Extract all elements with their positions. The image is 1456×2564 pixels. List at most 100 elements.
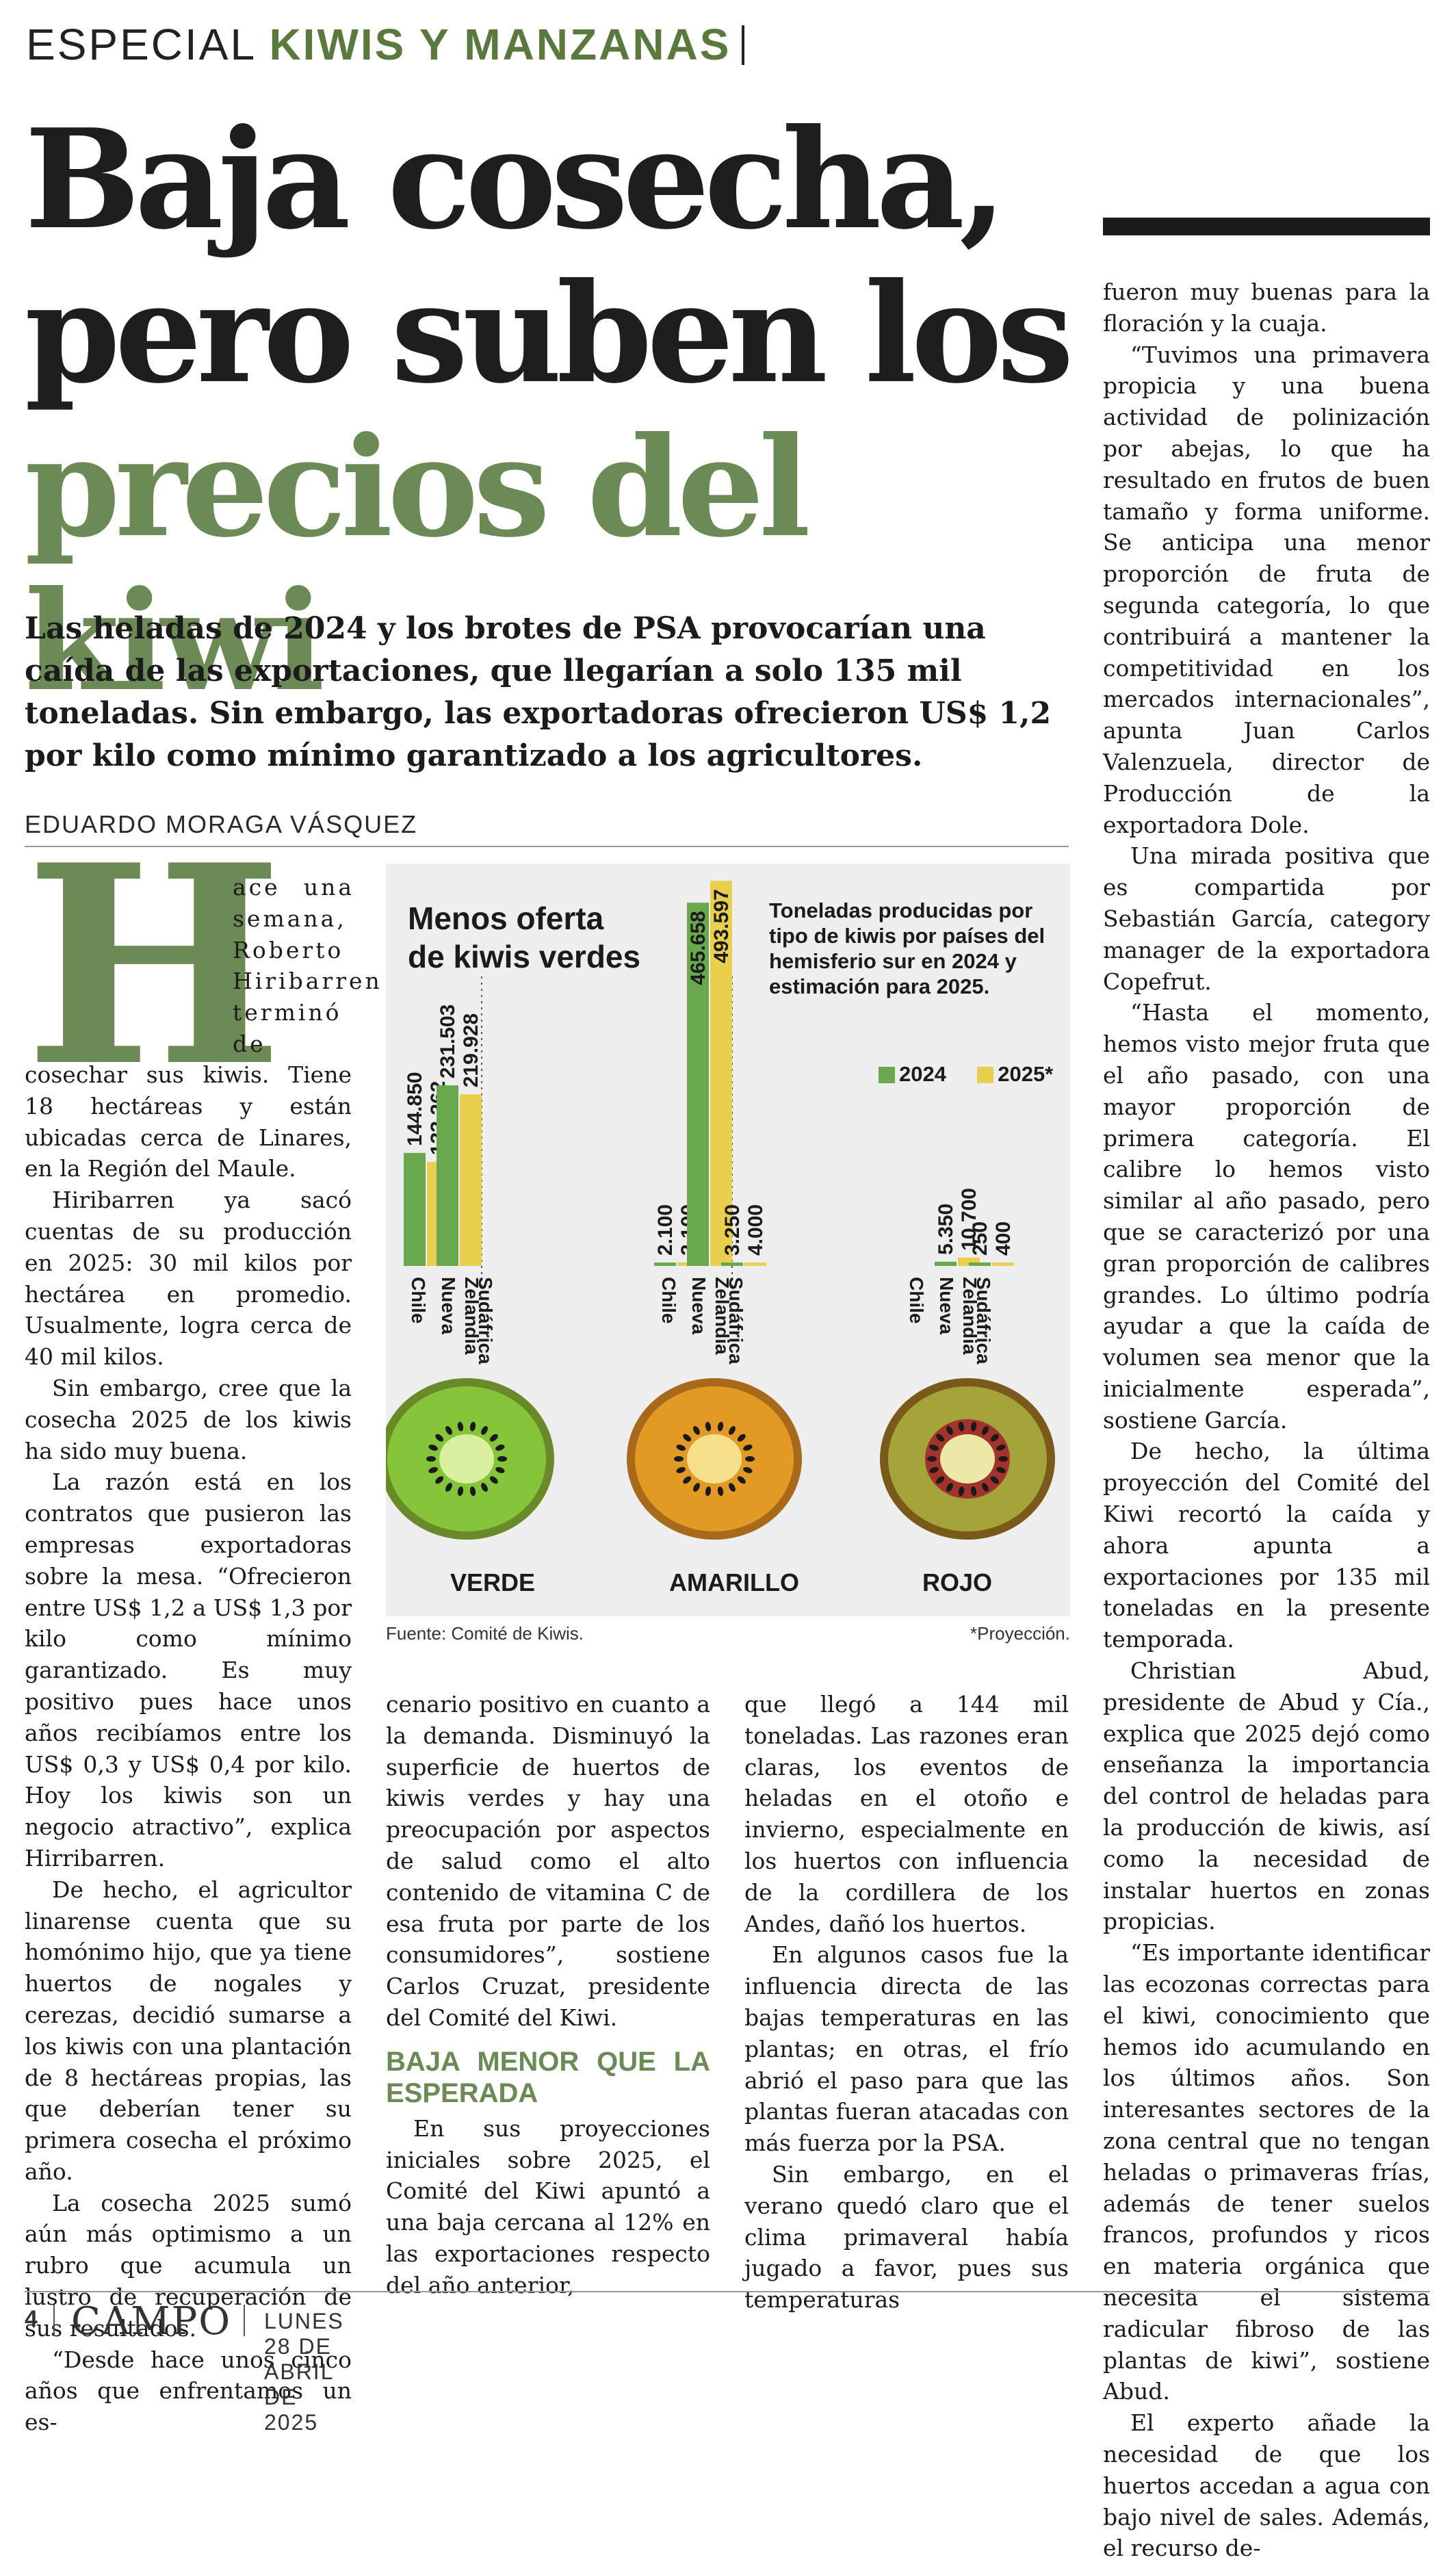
paragraph: cosechar sus kiwis. Tiene 18 hectáreas y… — [25, 1061, 352, 1182]
data-label: 493.597 — [710, 889, 733, 963]
data-label: 231.503 — [437, 1005, 459, 1078]
issue-date: LUNES 28 DE ABRIL DE 2025 — [264, 2309, 344, 2435]
category-label: Nueva Zelandia — [438, 1277, 482, 1355]
paragraph: En sus proyecciones iniciales sobre 2025… — [386, 2114, 710, 2298]
section-prefix: ESPECIAL — [26, 20, 255, 69]
legend-label-2025: 2025* — [998, 1062, 1054, 1086]
category-label: Sudáfrica — [973, 1277, 994, 1364]
category-label-word: Chile — [906, 1277, 927, 1323]
data-label: 400 — [992, 1221, 1015, 1256]
paragraph: En algunos casos fue la influencia direc… — [744, 1941, 1069, 2157]
paragraph: De hecho, la última proyección del Comit… — [1103, 1438, 1430, 1653]
data-label: 4.000 — [744, 1204, 767, 1256]
headline-line-1: Baja cosecha, — [25, 99, 1007, 260]
category-label: Nueva Zelandia — [688, 1277, 733, 1355]
category-label-word: Sudáfrica — [973, 1277, 994, 1364]
category-label-word: Zelandia — [959, 1277, 980, 1355]
category-label-word: Nueva — [438, 1277, 459, 1334]
category-label: Nueva Zelandia — [936, 1277, 980, 1355]
article-column-3: que llegó a 144 mil toneladas. Las razon… — [744, 1689, 1069, 2316]
infographic: Menos oferta de kiwis verdes Toneladas p… — [386, 864, 1070, 1616]
category-label-word: Nueva — [936, 1277, 957, 1334]
paragraph: “Hasta el momento, hemos visto mejor fru… — [1103, 999, 1430, 1434]
chart-legend: 2024 2025* — [879, 1062, 1053, 1087]
paragraph: Una mirada positiva que es compartida po… — [1103, 842, 1430, 995]
paragraph: Sin embargo, cree que la cosecha 2025 de… — [25, 1374, 352, 1464]
paragraph: De hecho, el agricultor linarense cuenta… — [25, 1876, 352, 2185]
section-topic: KIWIS Y MANZANAS — [269, 20, 731, 69]
kiwi-slice-red — [880, 1378, 1055, 1540]
byline: EDUARDO MORAGA VÁSQUEZ — [25, 810, 418, 838]
data-label: 2.100 — [654, 1204, 677, 1256]
section-header: ESPECIAL KIWIS Y MANZANAS — [26, 19, 745, 70]
category-label: Sudáfrica — [475, 1277, 496, 1364]
bar-rojo-2-2024 — [969, 1262, 991, 1266]
bar-amarillo-2-2025* — [744, 1262, 766, 1266]
bar-rojo-2-2025* — [992, 1262, 1014, 1266]
group-label-rojo: ROJO — [922, 1568, 993, 1596]
headline-line-3: precios del kiwi — [25, 407, 811, 722]
category-label-word: Chile — [658, 1277, 679, 1323]
bar-amarillo-0-2024 — [654, 1262, 676, 1266]
paragraph: “Es importante identificar las ecozonas … — [1103, 1939, 1430, 2405]
data-label: 219.928 — [460, 1013, 482, 1087]
byline-rule — [25, 846, 1069, 847]
kiwi-slice-green — [386, 1378, 554, 1540]
article-column-1: cosechar sus kiwis. Tiene 18 hectáreas y… — [25, 1059, 352, 2438]
data-label: 10.700 — [958, 1188, 980, 1251]
data-label: 250 — [969, 1221, 991, 1256]
footer-divider — [244, 2305, 245, 2336]
paragraph: El experto añade la necesidad de que los… — [1103, 2409, 1430, 2562]
drop-cap: H — [25, 805, 283, 1127]
infographic-title-line-2: de kiwis verdes — [408, 939, 641, 974]
footer-section-name: CAMPO — [71, 2299, 232, 2344]
category-label: Sudáfrica — [725, 1277, 746, 1364]
bar-verde-1-2025* — [460, 1094, 482, 1266]
projection-note: *Proyección. — [970, 1623, 1070, 1644]
paragraph: cenario positivo en cuanto a la demanda.… — [386, 1691, 710, 2031]
paragraph: La razón está en los contratos que pusie… — [25, 1468, 352, 1872]
paragraph: Sin embargo, en el verano quedó claro qu… — [744, 2160, 1069, 2314]
group-label-verde: VERDE — [450, 1568, 536, 1596]
bar-rojo-1-2024 — [935, 1261, 957, 1266]
legend-label-2024: 2024 — [899, 1062, 946, 1086]
data-label: 5.350 — [935, 1204, 957, 1255]
paragraph: que llegó a 144 mil toneladas. Las razon… — [744, 1691, 1069, 1937]
paragraph: fueron muy buenas para la floración y la… — [1103, 279, 1430, 337]
infographic-title: Menos oferta de kiwis verdes — [408, 899, 640, 976]
paragraph: La cosecha 2025 sumó aún más optimismo a… — [25, 2189, 352, 2342]
footer-divider — [53, 2305, 55, 2336]
group-label-amarillo: AMARILLO — [669, 1568, 799, 1596]
headline-line-2: pero suben los — [25, 253, 1074, 414]
bar-amarillo-2-2024 — [721, 1262, 743, 1266]
page-number: 4 — [25, 2306, 38, 2332]
bar-amarillo-1-2025* — [710, 881, 732, 1266]
category-label-word: Sudáfrica — [725, 1277, 746, 1364]
bar-chart: 144.850133.262Chile231.503219.928NuevaZe… — [386, 881, 1055, 1540]
paragraph: Hiribarren ya sacó cuentas de su producc… — [25, 1187, 352, 1371]
category-label-word: Nueva — [688, 1277, 710, 1334]
lead-text: ace una semana, Roberto Hiribarren termi… — [233, 874, 382, 1057]
bar-verde-0-2024 — [404, 1152, 426, 1266]
article-column-4: fueron muy buenas para la floración y la… — [1103, 276, 1430, 2564]
legend-swatch-2025 — [977, 1067, 994, 1083]
bar-verde-1-2024 — [437, 1085, 458, 1266]
kiwi-slice-gold — [627, 1378, 802, 1540]
subhead: BAJA MENOR QUE LA ESPERADA — [386, 2046, 710, 2108]
legend-swatch-2024 — [879, 1067, 895, 1083]
paragraph: “Tuvimos una primavera propicia y una bu… — [1103, 341, 1430, 838]
bar-amarillo-1-2024 — [687, 903, 709, 1266]
data-label: 3.250 — [721, 1204, 744, 1256]
headline: Baja cosecha, pero suben los precios del… — [25, 103, 1092, 718]
column-top-rule — [1103, 218, 1430, 235]
category-label-word: Zelandia — [461, 1277, 482, 1355]
data-label: 144.850 — [404, 1072, 426, 1145]
article-column-2: cenario positivo en cuanto a la demanda.… — [386, 1689, 710, 2301]
paragraph: Christian Abud, presidente de Abud y Cía… — [1103, 1657, 1430, 1935]
footer-rule — [25, 2291, 1430, 2292]
infographic-description: Toneladas producidas por tipo de kiwis p… — [769, 898, 1045, 998]
category-label-word: Chile — [408, 1277, 429, 1323]
data-label: 465.658 — [687, 911, 710, 985]
section-divider — [742, 25, 745, 65]
infographic-title-line-1: Menos oferta — [408, 901, 604, 936]
